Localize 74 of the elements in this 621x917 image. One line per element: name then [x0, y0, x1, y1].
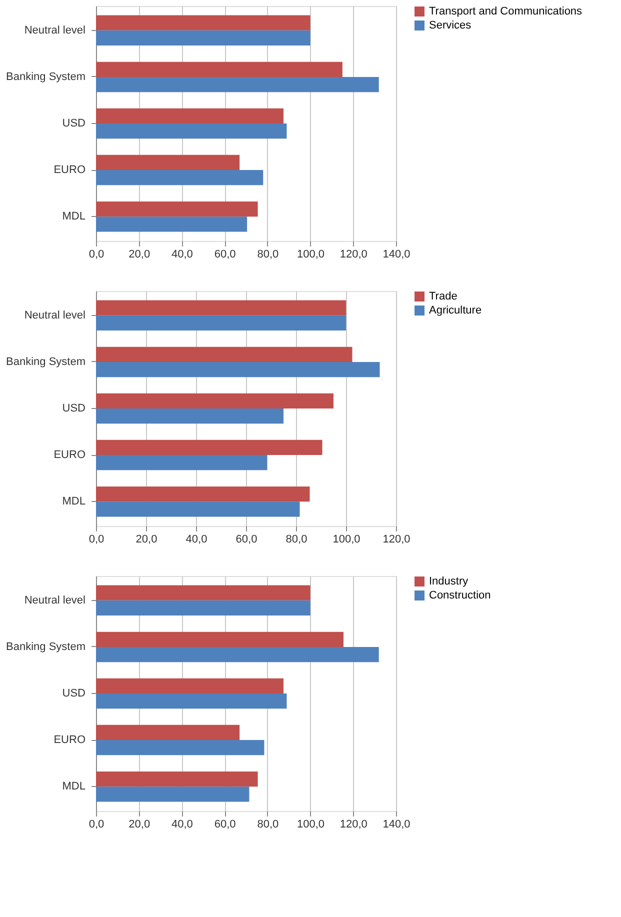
y-tick-label: USD [62, 118, 86, 130]
x-tick-label: 120,0 [340, 248, 368, 260]
bar [96, 646, 379, 662]
bar [96, 201, 258, 217]
bar [96, 678, 284, 694]
x-tick-label: 100,0 [332, 534, 360, 546]
bar [96, 786, 250, 802]
y-tick-label: Banking System [6, 356, 86, 368]
x-tick-label: 40,0 [172, 248, 193, 260]
y-tick-label: EURO [54, 449, 86, 462]
y-tick-label: USD [62, 688, 86, 700]
bar [96, 362, 380, 378]
bar [96, 62, 342, 77]
x-tick-label: 100,0 [297, 248, 325, 260]
x-tick-label: 40,0 [172, 818, 193, 830]
x-tick-label: 40,0 [186, 534, 208, 546]
bar [96, 15, 310, 30]
bar [96, 455, 268, 470]
bar [96, 170, 264, 186]
x-tick-label: 20,0 [136, 534, 158, 546]
bar [96, 585, 310, 600]
bar [96, 632, 344, 647]
legend-label: Trade [429, 290, 458, 302]
bar [96, 440, 322, 456]
y-tick-label: Neutral level [24, 309, 86, 322]
y-tick-label: MDL [62, 496, 86, 508]
legend-label: Transport and Communications [429, 6, 583, 18]
bar [96, 694, 287, 709]
x-tick-label: 80,0 [286, 534, 308, 546]
legend-label: Services [429, 20, 472, 32]
x-tick-label: 120,0 [340, 818, 368, 830]
x-tick-label: 0,0 [88, 534, 104, 546]
x-tick-label: 60,0 [214, 818, 236, 830]
x-tick-label: 120,0 [382, 534, 410, 546]
x-tick-label: 80,0 [257, 818, 279, 830]
bar [96, 108, 284, 124]
x-tick-label: 140,0 [382, 818, 410, 830]
bar [96, 154, 240, 170]
x-tick-label: 100,0 [297, 818, 325, 830]
bar [96, 740, 264, 756]
bar [96, 124, 287, 139]
y-tick-label: Neutral level [24, 594, 86, 606]
x-tick-label: 140,0 [382, 248, 410, 260]
legend-label: Construction [429, 590, 491, 602]
bar [96, 315, 346, 331]
y-tick-label: EURO [54, 164, 86, 176]
bar [96, 600, 310, 616]
x-tick-label: 60,0 [214, 248, 236, 260]
bar [96, 502, 300, 517]
x-tick-label: 80,0 [257, 248, 279, 260]
bar [96, 771, 258, 787]
y-tick-label: Banking System [6, 70, 86, 83]
bar [96, 216, 248, 232]
y-tick-label: EURO [54, 734, 86, 746]
bar [96, 486, 310, 502]
x-tick-label: 20,0 [128, 818, 150, 830]
legend-label: Agriculture [429, 304, 482, 316]
legend-label: Industry [429, 576, 469, 588]
x-tick-label: 20,0 [128, 248, 150, 260]
y-tick-label: Banking System [6, 640, 86, 653]
y-tick-label: USD [62, 402, 86, 414]
bar [96, 393, 334, 408]
bar [96, 724, 240, 740]
bar [96, 300, 346, 316]
x-tick-label: 60,0 [236, 534, 258, 546]
bar [96, 76, 379, 92]
x-tick-label: 0,0 [88, 818, 104, 830]
y-tick-label: MDL [62, 210, 86, 223]
bar [96, 346, 352, 362]
y-tick-label: Neutral level [24, 24, 86, 36]
bar [96, 30, 310, 46]
bar [96, 408, 284, 424]
y-tick-label: MDL [62, 780, 86, 793]
x-tick-label: 0,0 [88, 248, 104, 260]
